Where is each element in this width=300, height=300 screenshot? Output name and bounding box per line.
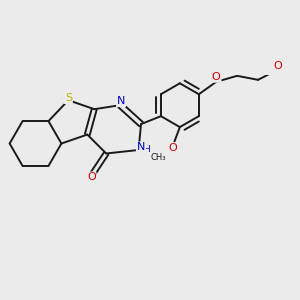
Text: O: O — [169, 143, 177, 153]
Text: N: N — [137, 142, 145, 152]
Text: S: S — [65, 93, 72, 103]
Text: O: O — [212, 72, 220, 82]
Text: N: N — [117, 96, 125, 106]
Text: H: H — [143, 146, 150, 154]
Text: O: O — [273, 61, 282, 71]
Text: O: O — [87, 172, 96, 182]
Text: CH₃: CH₃ — [151, 153, 166, 162]
